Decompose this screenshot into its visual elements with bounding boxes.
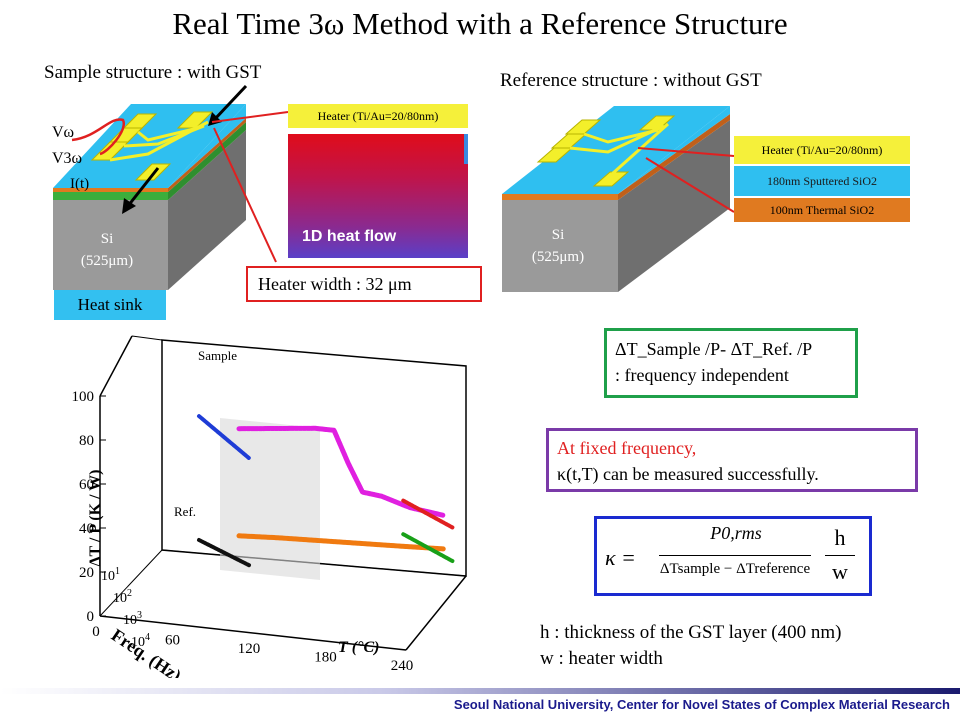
z-tick-label: 80 — [79, 433, 94, 449]
t-tick-label: 120 — [238, 641, 261, 657]
formula-numerator: P0,rms — [710, 523, 762, 543]
freq-tick-label: 102 — [113, 588, 132, 606]
fixed-freq-line2: κ(t,T) can be measured successfully. — [557, 464, 819, 484]
series-line-4 — [401, 498, 456, 530]
arrow-in — [212, 84, 248, 122]
series-line-2 — [236, 425, 446, 518]
arrow-out — [126, 167, 160, 207]
zoom-line-top — [211, 111, 289, 123]
sample-structure-label: Sample structure : with GST — [44, 62, 262, 83]
t-tick-label: 240 — [391, 658, 414, 674]
t-axis-label: T (°C) — [338, 639, 380, 656]
v-3omega-label: V3ω — [52, 150, 83, 167]
formula-lhs: κ = — [605, 545, 636, 570]
fixed-frequency-box: At fixed frequency, κ(t,T) can be measur… — [546, 428, 918, 492]
t-tick-label: 0 — [92, 624, 100, 640]
freq-box-line1: ΔT_Sample /P- ΔT_Ref. /P — [615, 339, 813, 359]
fixed-freq-line1: At fixed frequency, — [557, 438, 697, 458]
heater-pads — [90, 111, 214, 181]
t-tick-label: 60 — [165, 633, 180, 649]
wire — [71, 118, 126, 156]
formula-w: w — [832, 559, 848, 584]
formula-denominator: ΔTsample − ΔTreference — [659, 561, 811, 577]
series-line-0 — [197, 414, 251, 461]
zoom-line-bottom — [213, 127, 277, 263]
heat-sink-label: Heat sink — [54, 290, 166, 320]
series-line-3 — [236, 533, 446, 552]
heater-width-box: Heater width : 32 μm — [246, 266, 482, 302]
si-sample-label: Si (525μm) — [80, 231, 134, 269]
series-line-1 — [197, 538, 251, 568]
grid-surface — [220, 418, 320, 580]
kappa-formula-box: κ = P0,rms ΔTsample − ΔTreference h w — [594, 516, 872, 596]
sample-structure-diagram — [53, 84, 289, 290]
ref-thermal-layer: 100nm Thermal SiO2 — [734, 198, 910, 222]
z-tick-label: 20 — [79, 565, 94, 581]
freq-tick-label: 103 — [123, 610, 142, 628]
t-tick-label: 180 — [314, 650, 337, 666]
footer-text: Seoul National University, Center for No… — [453, 697, 950, 712]
si-side-face — [168, 130, 246, 290]
freq-tick-label: 101 — [101, 566, 120, 584]
annotation-ref: Ref. — [174, 504, 196, 519]
z-tick-label: 0 — [87, 609, 95, 625]
z-tick-label: 40 — [79, 521, 94, 537]
series-line-5 — [401, 532, 456, 564]
annotation-sample: Sample — [198, 348, 237, 363]
gst-zoom — [288, 134, 468, 258]
heat-flow-label: 1D heat flow — [302, 228, 397, 245]
t-axis — [99, 615, 407, 651]
reference-structure-label: Reference structure : without GST — [500, 70, 762, 91]
formula-h: h — [834, 525, 846, 550]
z-axis-label: ΔT / P (K / W) — [87, 469, 104, 566]
ref-heater-layer: Heater (Ti/Au=20/80nm) — [734, 136, 910, 164]
current-label: I(t) — [70, 176, 90, 192]
sio2-layer-edge — [53, 192, 168, 200]
z-tick-label: 100 — [72, 389, 95, 405]
slide-title: Real Time 3ω Method with a Reference Str… — [172, 6, 788, 41]
si-front-face — [53, 200, 168, 290]
frequency-independent-box: ΔT_Sample /P- ΔT_Ref. /P : frequency ind… — [604, 328, 858, 398]
ref-sputtered-layer: 180nm Sputtered SiO2 — [734, 166, 910, 196]
freq-box-line2: : frequency independent — [615, 365, 789, 385]
z-tick-label: 60 — [79, 477, 94, 493]
footer-divider — [0, 688, 960, 694]
heater-top-layer: Heater (Ti/Au=20/80nm) — [288, 104, 468, 128]
delta-t-chart: 0 20 40 60 80 100 0 60 120 180 240 Sample Ref. ΔT… — [72, 335, 467, 678]
note-w: w : heater width — [540, 648, 663, 669]
v-omega-label: Vω — [52, 124, 75, 141]
si-reference-label: Si (525μm) — [531, 227, 585, 265]
reference-structure-diagram — [502, 106, 735, 292]
note-h: h : thickness of the GST layer (400 nm) — [540, 622, 842, 643]
